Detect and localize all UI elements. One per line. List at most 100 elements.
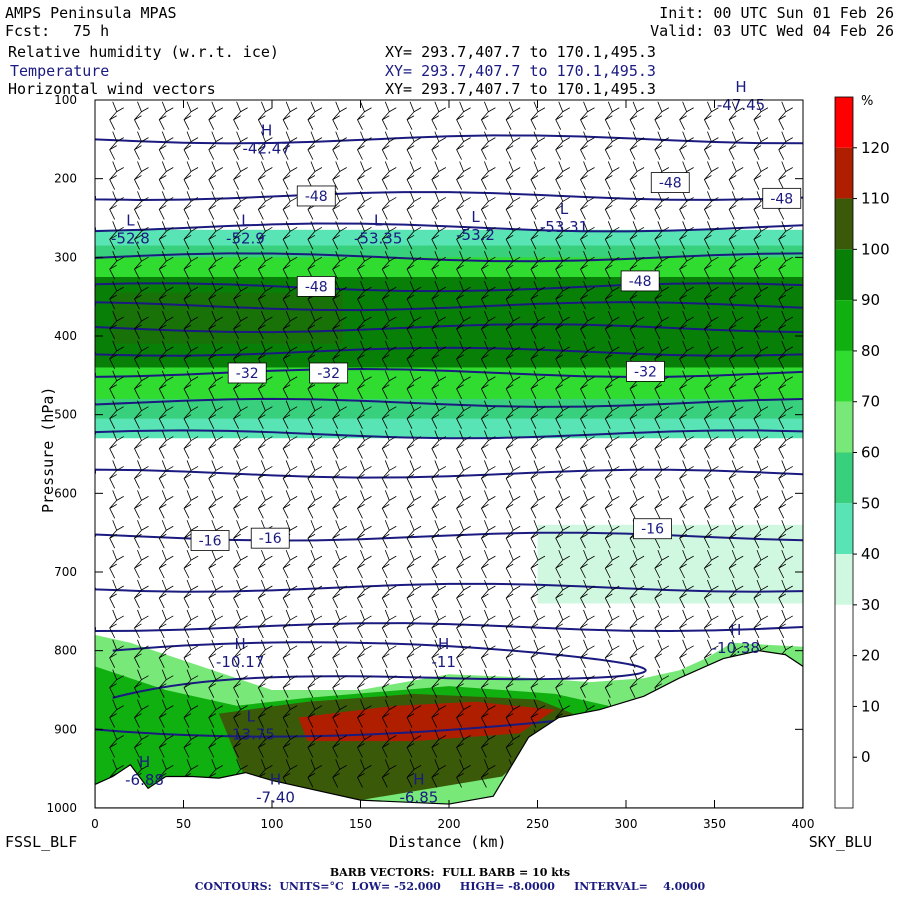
isotherm xyxy=(95,582,803,593)
wind-barb xyxy=(604,549,620,579)
wind-barb xyxy=(778,579,793,609)
wind-barb xyxy=(257,490,273,519)
wind-barb xyxy=(431,549,447,579)
wind-barb xyxy=(257,221,273,250)
colorbar-segment xyxy=(835,401,853,453)
contour-label: -48 xyxy=(305,189,328,205)
wind-barb xyxy=(555,460,570,489)
field-rh-name: Relative humidity (w.r.t. ice) xyxy=(8,43,279,61)
wind-barb xyxy=(703,639,719,668)
wind-barb xyxy=(233,191,248,220)
wind-barb xyxy=(307,490,323,519)
wind-barb xyxy=(406,161,422,190)
wind-barb xyxy=(431,340,447,370)
wind-barb xyxy=(381,609,397,639)
wind-barb xyxy=(134,579,149,609)
wind-barb xyxy=(208,310,224,340)
wind-barb xyxy=(580,430,595,459)
wind-barb xyxy=(778,430,793,459)
wind-barb xyxy=(282,340,298,370)
wind-barb xyxy=(282,609,298,639)
wind-barb xyxy=(406,191,422,220)
valid-time: Valid: 03 UTC Wed 04 Feb 26 xyxy=(650,22,894,40)
wind-barb xyxy=(406,639,422,668)
wind-barb xyxy=(109,251,124,280)
wind-barb xyxy=(580,370,595,399)
colorbar-label: 30 xyxy=(861,596,880,614)
wind-barb xyxy=(728,609,744,639)
wind-barb xyxy=(357,310,372,340)
contour-label: -16 xyxy=(259,531,282,547)
wind-barb xyxy=(505,280,521,310)
wind-barb xyxy=(505,101,521,130)
model-title: AMPS Peninsula MPAS xyxy=(5,4,177,22)
wind-barb xyxy=(332,400,347,429)
wind-barb xyxy=(679,191,694,220)
wind-barb xyxy=(257,430,273,459)
wind-barb xyxy=(332,161,347,190)
wind-barb xyxy=(654,101,670,130)
wind-barb xyxy=(406,310,422,340)
wind-barb xyxy=(158,430,174,459)
wind-barb xyxy=(604,340,620,370)
wind-barb xyxy=(629,400,645,429)
wind-barb xyxy=(357,191,372,220)
forecast-label: Fcst: xyxy=(5,22,51,40)
wind-barb xyxy=(728,280,744,310)
wind-barb xyxy=(282,639,298,668)
wind-barb xyxy=(778,280,793,310)
isotherm xyxy=(95,252,803,263)
wind-barb xyxy=(480,370,496,399)
wind-barb xyxy=(307,221,323,250)
wind-barb xyxy=(134,370,149,399)
wind-barb xyxy=(480,310,496,340)
wind-barb xyxy=(456,549,471,579)
wind-barb xyxy=(555,609,570,639)
wind-barb xyxy=(158,729,174,758)
colorbar-segment xyxy=(835,655,853,707)
wind-barb xyxy=(158,161,174,190)
wind-barb xyxy=(134,699,149,728)
wind-barb xyxy=(555,669,570,698)
wind-barb xyxy=(381,310,397,340)
wind-barb xyxy=(654,460,670,489)
wind-barb xyxy=(679,579,694,609)
wind-barb xyxy=(158,520,174,549)
wind-barb xyxy=(629,310,645,340)
wind-barb xyxy=(580,400,595,429)
wind-barb xyxy=(257,161,273,190)
wind-barb xyxy=(431,280,447,310)
colorbar-segment xyxy=(835,300,853,351)
wind-barb xyxy=(282,221,298,250)
wind-barb xyxy=(381,400,397,429)
wind-barb xyxy=(654,609,670,639)
contour-label-box xyxy=(296,276,336,297)
wind-barb xyxy=(629,490,645,519)
wind-barb xyxy=(753,520,769,549)
wind-barb xyxy=(134,609,149,639)
wind-barb xyxy=(332,579,347,609)
colorbar-segment xyxy=(835,757,853,808)
wind-barb xyxy=(580,161,595,190)
wind-barb xyxy=(753,221,769,250)
wind-barb xyxy=(134,251,149,280)
wind-barb xyxy=(208,549,224,579)
wind-barb xyxy=(208,370,224,399)
wind-barb xyxy=(257,609,273,639)
wind-barb xyxy=(406,430,422,459)
colorbar-segment xyxy=(835,249,853,301)
wind-barb xyxy=(728,460,744,489)
contour-label-box xyxy=(650,172,690,194)
wind-barb xyxy=(109,639,124,668)
wind-barb xyxy=(778,161,793,190)
wind-barb xyxy=(604,430,620,459)
wind-barb xyxy=(703,191,719,220)
wind-barb xyxy=(406,609,422,639)
wind-barb xyxy=(703,490,719,519)
isotherm xyxy=(95,222,803,233)
wind-barb xyxy=(679,370,694,399)
wind-barb xyxy=(233,520,248,549)
wind-barb xyxy=(679,131,694,160)
wind-barb xyxy=(728,490,744,519)
wind-barb xyxy=(183,549,199,579)
